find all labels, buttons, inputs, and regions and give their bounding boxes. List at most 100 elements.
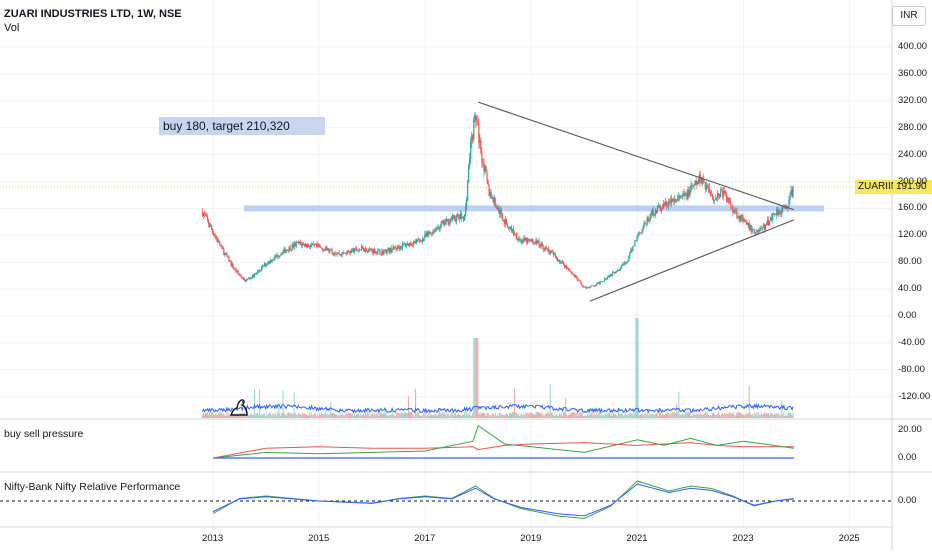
volume-bar [464,412,466,418]
volume-bar [601,415,603,418]
candle-body [334,253,336,255]
volume-bar [481,412,483,418]
candle-body [530,240,532,242]
relative-indicator-label[interactable]: Nifty-Bank Nifty Relative Performance [4,481,181,493]
candle-body [298,241,300,243]
candle-body [223,249,225,255]
volume-bar [757,412,759,418]
candle-body [317,244,319,247]
candle-body [584,286,586,288]
candle-body [288,246,290,252]
volume-bar [400,412,402,418]
chart-title[interactable]: ZUARI INDUSTRIES LTD, 1W, NSE [4,8,182,20]
candle-body [490,192,492,199]
volume-bar [245,415,247,418]
volume-bar [403,412,405,418]
candle-body [610,274,613,276]
volume-bar [501,414,503,418]
candle-body [772,213,774,220]
volume-bar [546,413,548,418]
volume-bar [364,415,366,418]
candle-body [720,190,722,198]
candle-body [236,270,238,272]
volume-bar [568,415,570,418]
volume-bar [524,415,526,418]
candle-body [648,220,650,222]
volume-bar [378,415,380,418]
volume-bar [431,414,433,418]
candle-body [329,249,331,252]
candle-body [215,236,217,238]
volume-bar [664,415,666,418]
volume-bar [382,413,384,418]
candle-body [776,208,778,216]
candle-body [479,140,481,143]
candle-body [507,226,510,228]
candle-body [723,190,725,197]
candle-body [733,210,735,213]
candle-body [731,206,733,208]
volume-bar [562,415,564,418]
volume-bar [642,415,644,418]
candle-body [513,234,516,236]
candle-body [463,214,466,221]
volume-bar [675,413,677,418]
candle-body [445,218,447,222]
volume-bar [506,413,508,418]
candle-body [221,245,223,247]
volume-bar [348,413,350,418]
candle-body [231,263,233,266]
candle-body [326,247,328,251]
last-price-tag: 191.90 [893,180,932,194]
candle-body [375,251,377,254]
volume-bar [533,414,535,418]
candle-body [227,256,229,258]
candle-body [283,248,285,252]
volume-bar [354,415,356,418]
candle-body [562,262,565,266]
volume-bar [203,415,205,418]
volume-bar [290,412,292,418]
volume-bar [719,414,721,418]
volume-bar [490,415,492,418]
candle-body [316,244,318,247]
candle-body [569,269,571,272]
volume-bar [417,412,419,418]
time-tick-label: 2023 [732,533,754,544]
pressure-indicator-label[interactable]: buy sell pressure [4,428,84,440]
candle-body [241,277,243,279]
candle-body [620,267,622,270]
volume-bar [319,413,321,418]
candle-body [244,279,246,282]
candle-body [717,193,720,196]
candle-body [577,278,579,281]
relative-tick-label: 0.00 [898,495,917,506]
volume-bar [236,415,238,418]
text-note[interactable]: buy 180, target 210,320 [159,117,325,135]
candle-body [535,240,537,244]
resistance-zone[interactable] [244,205,824,212]
trendlines[interactable] [478,101,795,302]
candle-body [238,273,240,275]
candle-body [663,203,666,206]
volume-bar [591,412,593,418]
candle-body [203,213,206,215]
candle-body [254,273,257,275]
candle-body [357,250,360,251]
volume-bar [582,415,584,418]
volume-bar [470,415,472,418]
candle-body [462,216,465,221]
candle-body [621,266,623,268]
volume-bar [487,412,489,418]
candle-body [264,263,266,267]
currency-selector[interactable]: INR [892,6,926,26]
volume-label[interactable]: Vol [4,22,20,34]
volume-bar [748,385,750,418]
volume-bar [438,408,440,418]
candle-body [424,234,426,239]
candle-body [532,239,534,243]
volume-bar [257,412,259,418]
volume-bar [365,412,367,418]
